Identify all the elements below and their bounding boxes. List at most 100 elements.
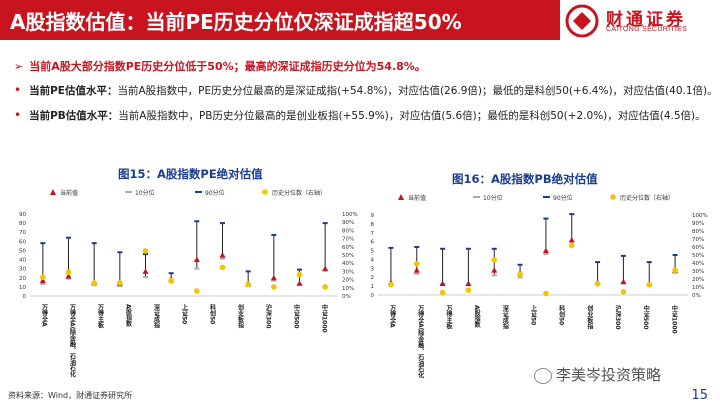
x-tick-label: 创业板指: [237, 303, 245, 329]
y2-tick-label: 50%: [342, 253, 354, 259]
current-value-marker: [39, 277, 46, 284]
pb-bullet-label: 当前PB估值水平：: [29, 110, 119, 122]
current-value-marker: [322, 265, 329, 272]
percentile-point: [142, 248, 149, 254]
legend-label: 10分位: [483, 194, 503, 202]
pe-bullet: • 当前PE估值水平：当前A股指数中，PE历史分位最高的是深证成指(+54.8%)…: [14, 83, 718, 98]
percentile-point: [219, 264, 226, 271]
x-tick-label: 上证50: [530, 304, 537, 325]
current-value-marker: [439, 280, 446, 286]
wechat-icon: [534, 367, 552, 384]
percentile-point: [245, 281, 251, 288]
pe-bullet-text: 当前A股指数中，PE历史分位最高的是深证成指(+54.8%)，对应估值(26.9…: [117, 85, 718, 97]
y2-tick-label: 30%: [692, 269, 704, 275]
y-tick-label: 50: [19, 248, 26, 254]
y2-tick-label: 10%: [342, 286, 354, 292]
percentile-point: [646, 281, 653, 288]
x-tick-label: 沪深300: [614, 304, 621, 329]
x-tick-label: 万得全A: [389, 305, 397, 328]
x-tick-label: 上证50: [181, 303, 188, 324]
y-tick-label: 6: [371, 240, 375, 246]
y-tick-label: 0: [23, 294, 27, 300]
source-note: 资料来源：Wind，财通证券研究所: [8, 391, 133, 400]
y-tick-label: 40: [19, 258, 26, 264]
y2-tick-label: 40%: [692, 261, 704, 267]
x-tick-label: 中证500: [293, 303, 300, 328]
current-value-marker: [219, 252, 226, 258]
legend-marker-current: [50, 189, 56, 195]
x-tick-label: 万得主板: [97, 304, 105, 329]
y2-tick-label: 100%: [342, 212, 358, 218]
current-value-marker: [65, 272, 72, 279]
current-value-marker: [465, 280, 472, 286]
pe-bullet-label: 当前PE估值水平：: [29, 85, 118, 97]
y-tick-label: 4: [371, 257, 375, 263]
percentile-point: [296, 271, 303, 278]
y-tick-label: 70: [19, 230, 26, 236]
x-tick-label: 万得全A(除金融、石油石化): [417, 305, 425, 379]
legend-label: 历史分位数（右轴）: [272, 189, 326, 197]
x-tick-label: 万得全A: [41, 304, 49, 327]
y2-tick-label: 80%: [342, 228, 354, 234]
y-tick-label: 9: [371, 213, 375, 219]
x-tick-label: 万得主板: [445, 305, 453, 330]
y-tick-label: 0: [371, 293, 375, 299]
y2-tick-label: 10%: [692, 285, 704, 291]
x-tick-label: 中证1000: [670, 304, 677, 333]
legend-label: 历史分位数（右轴）: [620, 194, 674, 202]
x-tick-label: A股指数: [125, 304, 132, 328]
legend-marker-current: [398, 194, 404, 200]
summary-text: 当前A股大部分指数PE历史分位低于50%；最高的深证成指历史分位为54.8%。: [29, 60, 426, 73]
logo-name-cn: 财通证券: [606, 10, 686, 30]
bullet-dot-icon: •: [14, 83, 22, 97]
y2-tick-label: 100%: [692, 213, 708, 219]
percentile-point: [194, 288, 200, 294]
y-tick-label: 3: [371, 266, 375, 272]
pe-valuation-chart: 当前值 10分位 90分位 历史分位数（右轴） 0 10 20 30 40 50 60 70 80 90 0…: [19, 189, 358, 378]
current-value-marker: [413, 267, 420, 273]
y-tick-label: 1: [371, 284, 375, 290]
x-tick-label: 中证1000: [321, 303, 328, 332]
y2-tick-label: 20%: [342, 278, 354, 284]
y-tick-label: 2: [371, 275, 375, 281]
percentile-point: [543, 290, 549, 297]
chart-title-pe: 图15：A股指数PE绝对估值: [118, 167, 263, 181]
x-tick-label: 万得全A(除金融、石油石化): [69, 304, 77, 378]
x-tick-label: 沪深300: [265, 303, 272, 328]
company-logo: 财通证券 CAITONG SECURITIES: [562, 4, 720, 38]
y2-tick-label: 0%: [342, 294, 351, 300]
watermark: 李美岑投资策略: [534, 364, 661, 385]
x-tick-label: 科创50: [558, 304, 566, 325]
percentile-point: [439, 289, 446, 296]
watermark-text: 李美岑投资策略: [556, 366, 662, 384]
legend-label: 90分位: [205, 189, 225, 197]
percentile-point: [322, 284, 328, 290]
percentile-point: [568, 242, 575, 249]
y2-tick-label: 60%: [342, 245, 354, 251]
percentile-point: [271, 284, 277, 290]
percentile-point: [117, 280, 123, 286]
pb-bullet: • 当前PB估值水平：当前A股指数中，PB历史分位最高的是创业板指(+55.9%)…: [14, 108, 706, 123]
page-number: 15: [691, 388, 708, 403]
y-tick-label: 8: [371, 222, 375, 228]
current-value-marker: [542, 247, 549, 254]
y-tick-label: 90: [19, 212, 26, 218]
y-tick-label: 7: [371, 231, 375, 237]
current-value-marker: [296, 280, 303, 286]
y2-tick-label: 80%: [692, 229, 704, 235]
legend-marker-pct: [610, 194, 616, 200]
x-tick-label: 创业板指: [586, 304, 594, 330]
current-value-marker: [270, 274, 277, 281]
y2-tick-label: 30%: [342, 269, 354, 275]
percentile-point: [517, 271, 523, 277]
y2-tick-label: 90%: [692, 221, 704, 227]
y-tick-label: 60: [19, 239, 26, 245]
percentile-point: [91, 280, 97, 286]
legend-marker-pct: [262, 189, 268, 195]
percentile-point: [40, 274, 46, 280]
y2-tick-label: 70%: [342, 237, 354, 243]
percentile-point: [672, 267, 678, 273]
current-value-marker: [142, 268, 149, 274]
y-tick-label: 80: [19, 221, 26, 227]
x-tick-label: 科创50: [209, 303, 217, 324]
